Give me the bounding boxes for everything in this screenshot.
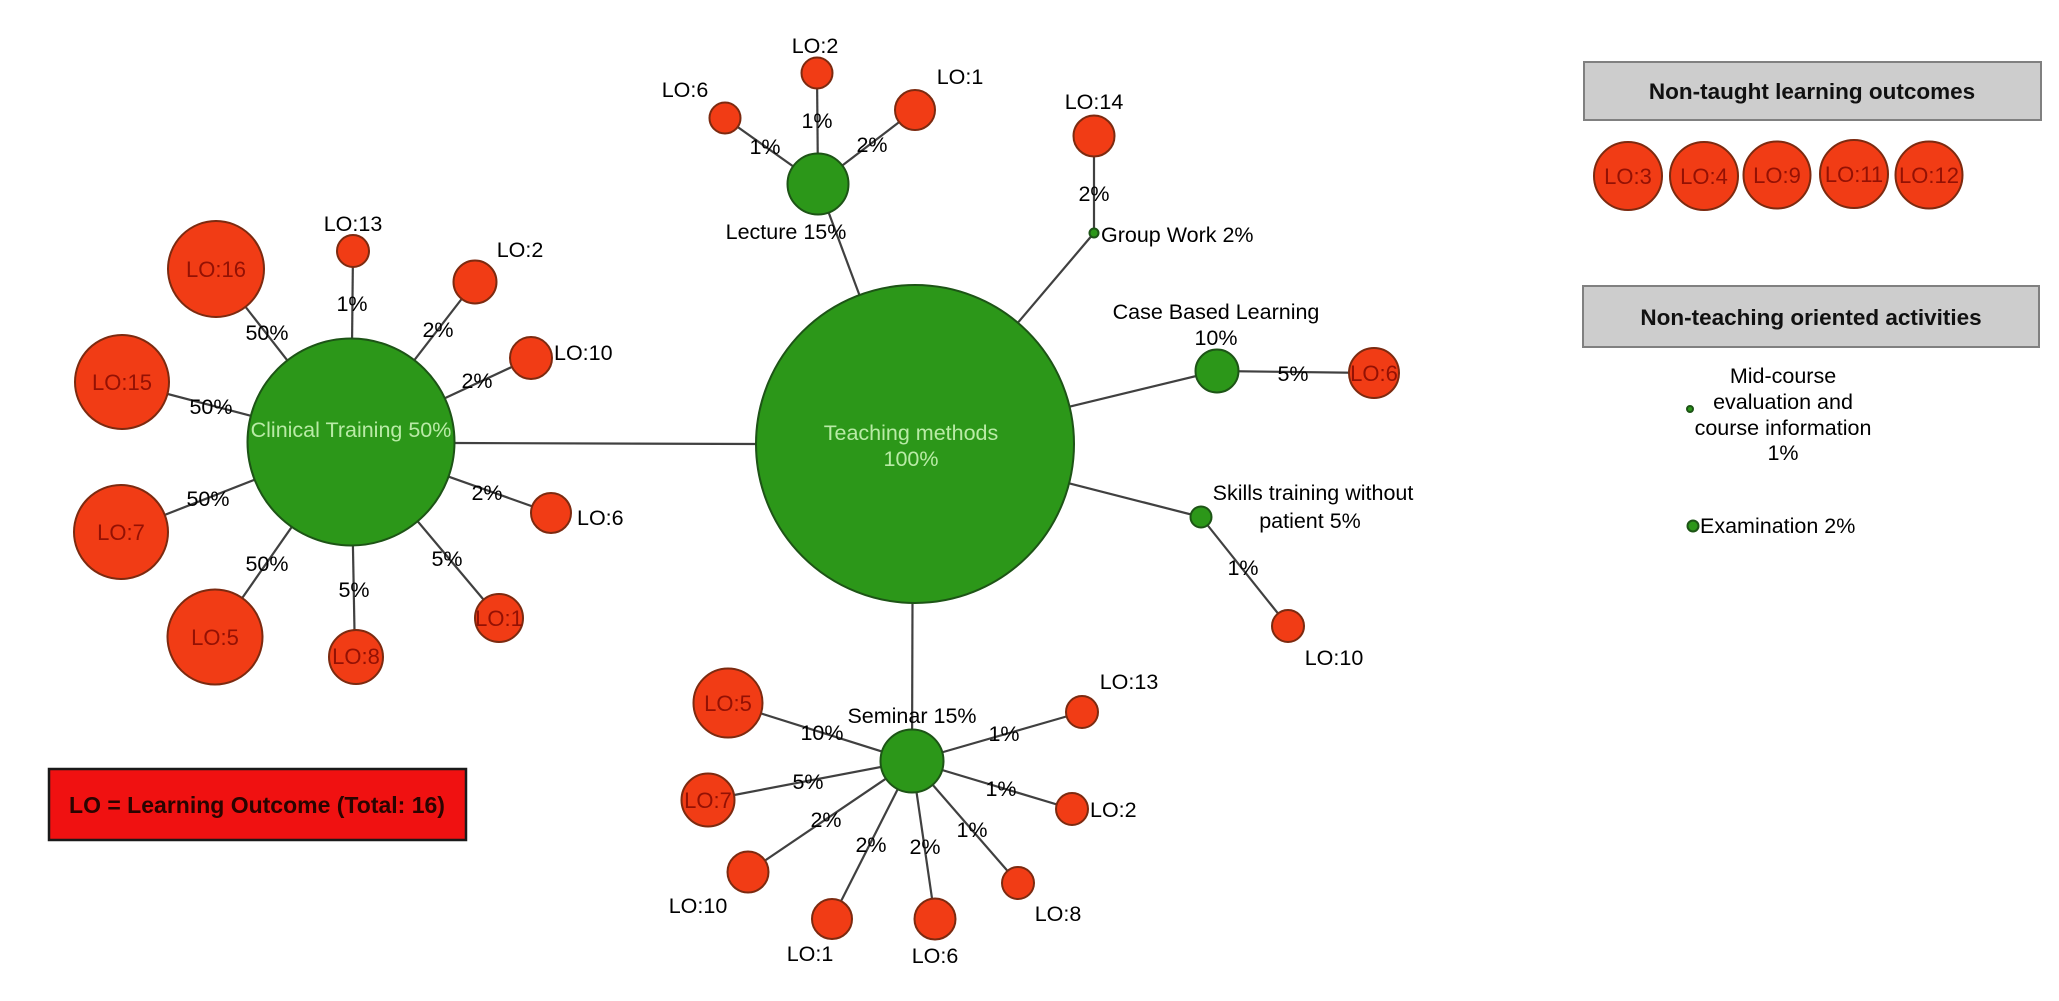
svg-text:LO:4: LO:4 (1680, 164, 1728, 189)
svg-text:50%: 50% (189, 395, 232, 419)
svg-text:LO:13: LO:13 (324, 212, 383, 236)
svg-text:LO:7: LO:7 (684, 788, 732, 813)
svg-text:LO:13: LO:13 (1100, 670, 1159, 694)
svg-text:1%: 1% (336, 292, 367, 316)
svg-text:2%: 2% (1078, 182, 1109, 206)
svg-text:LO:16: LO:16 (186, 257, 246, 282)
svg-text:LO:1: LO:1 (787, 942, 834, 966)
svg-text:2%: 2% (909, 835, 940, 859)
svg-text:LO:1: LO:1 (475, 606, 523, 631)
svg-text:Skills training without: Skills training without (1213, 481, 1414, 505)
svg-text:LO:10: LO:10 (554, 341, 613, 365)
svg-text:Examination 2%: Examination 2% (1700, 514, 1855, 538)
svg-text:LO:8: LO:8 (1035, 902, 1082, 926)
svg-text:LO:5: LO:5 (704, 691, 752, 716)
svg-text:Non-taught learning outcomes: Non-taught learning outcomes (1649, 79, 1975, 104)
svg-text:LO:2: LO:2 (497, 238, 544, 262)
svg-text:LO:7: LO:7 (97, 520, 145, 545)
svg-text:1%: 1% (985, 777, 1016, 801)
svg-text:Seminar 15%: Seminar 15% (847, 704, 976, 728)
svg-text:1%: 1% (801, 109, 832, 133)
svg-text:LO:8: LO:8 (332, 644, 380, 669)
svg-text:2%: 2% (422, 318, 453, 342)
svg-text:LO:15: LO:15 (92, 370, 152, 395)
svg-text:1%: 1% (988, 722, 1019, 746)
svg-text:Non-teaching oriented activiti: Non-teaching oriented activities (1640, 305, 1981, 330)
svg-text:LO:6: LO:6 (662, 78, 709, 102)
svg-text:1%: 1% (1767, 441, 1798, 465)
svg-text:Group Work 2%: Group Work 2% (1101, 223, 1254, 247)
svg-text:1%: 1% (1227, 556, 1258, 580)
svg-text:LO:10: LO:10 (669, 894, 728, 918)
svg-text:LO:2: LO:2 (792, 34, 839, 58)
svg-text:Mid-course: Mid-course (1730, 364, 1836, 388)
svg-text:2%: 2% (461, 369, 492, 393)
svg-text:LO:2: LO:2 (1090, 798, 1137, 822)
svg-text:Clinical Training 50%: Clinical Training 50% (251, 418, 452, 442)
svg-text:1%: 1% (956, 818, 987, 842)
svg-text:2%: 2% (810, 808, 841, 832)
svg-text:2%: 2% (855, 833, 886, 857)
svg-text:LO = Learning Outcome (Total:: LO = Learning Outcome (Total: 16) (69, 792, 445, 818)
svg-text:LO:6: LO:6 (577, 506, 624, 530)
svg-text:LO:14: LO:14 (1065, 90, 1124, 114)
svg-text:LO:9: LO:9 (1753, 163, 1801, 188)
svg-text:1%: 1% (749, 135, 780, 159)
svg-text:5%: 5% (338, 578, 369, 602)
svg-text:5%: 5% (792, 770, 823, 794)
svg-text:Teaching methods: Teaching methods (824, 421, 999, 445)
svg-text:LO:6: LO:6 (1350, 361, 1398, 386)
svg-text:LO:6: LO:6 (912, 944, 959, 968)
svg-text:50%: 50% (245, 321, 288, 345)
svg-text:LO:3: LO:3 (1604, 164, 1652, 189)
svg-text:LO:5: LO:5 (191, 625, 239, 650)
svg-text:LO:12: LO:12 (1899, 163, 1959, 188)
svg-text:5%: 5% (1277, 362, 1308, 386)
svg-text:2%: 2% (471, 481, 502, 505)
svg-text:patient 5%: patient 5% (1259, 509, 1361, 533)
svg-text:2%: 2% (856, 133, 887, 157)
svg-text:Case Based Learning: Case Based Learning (1113, 300, 1320, 324)
svg-text:LO:10: LO:10 (1305, 646, 1364, 670)
svg-text:LO:1: LO:1 (937, 65, 984, 89)
svg-text:100%: 100% (884, 447, 939, 471)
svg-text:10%: 10% (1194, 326, 1237, 350)
svg-text:50%: 50% (245, 552, 288, 576)
svg-text:5%: 5% (431, 547, 462, 571)
svg-text:LO:11: LO:11 (1825, 162, 1883, 187)
svg-text:10%: 10% (800, 721, 843, 745)
svg-text:50%: 50% (186, 487, 229, 511)
svg-text:evaluation and: evaluation and (1713, 390, 1853, 414)
svg-text:Lecture 15%: Lecture 15% (726, 220, 847, 244)
svg-text:course information: course information (1695, 416, 1872, 440)
